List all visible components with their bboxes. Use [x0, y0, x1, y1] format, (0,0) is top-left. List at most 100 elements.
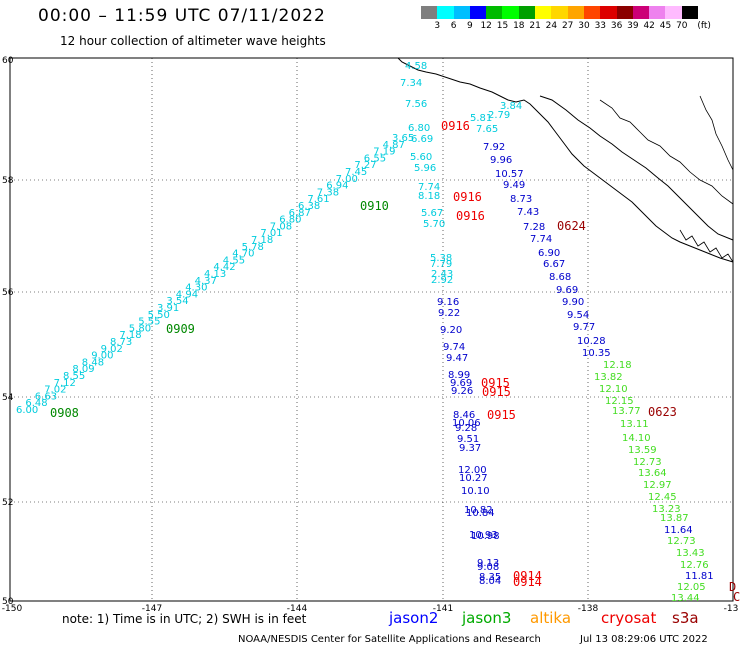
- observation-label: 7.38: [317, 187, 339, 198]
- observation-label: 10.35: [582, 348, 611, 359]
- legend-swatch: [535, 6, 552, 19]
- observation-label: 3.91: [157, 303, 179, 314]
- observation-label: 9.22: [438, 308, 460, 319]
- observation-label: 9.49: [503, 180, 525, 191]
- observations: 6.006.486.637.027.128.558.098.489.009.02…: [16, 61, 740, 604]
- observation-label: 6.80: [408, 123, 430, 134]
- legend-label: 18: [513, 21, 525, 31]
- legend-swatch: [632, 6, 650, 19]
- satellite-altika: altika: [530, 609, 572, 627]
- legend-swatch: [469, 6, 487, 19]
- observation-label: 8.18: [418, 191, 440, 202]
- observation-label: 9.26: [451, 386, 473, 397]
- observation-label: 0914: [513, 569, 542, 583]
- coastline: [397, 57, 734, 263]
- observation-label: 13.11: [620, 419, 649, 430]
- observation-label: 8.35: [479, 572, 501, 583]
- observation-label: 7.27: [354, 160, 376, 171]
- observation-label: 9.13: [477, 558, 499, 569]
- legend-swatch: [600, 6, 617, 19]
- observation-label: 0623: [648, 405, 677, 419]
- observation-label: 12.15: [605, 396, 634, 407]
- satellite-jason2: jason2: [389, 609, 439, 627]
- legend-label: 30: [578, 21, 590, 31]
- lat-tick-label: 52: [2, 498, 13, 508]
- coastline-main: [397, 57, 734, 263]
- observation-label: 3.84: [500, 101, 522, 112]
- observation-label: 8.04: [479, 576, 501, 587]
- satellite-jason3: jason3: [462, 609, 512, 627]
- observation-label: 9.28: [455, 423, 477, 434]
- observation-label: 5.78: [242, 242, 264, 253]
- observation-label: 7.18: [119, 330, 141, 341]
- observation-label: 7.43: [517, 207, 539, 218]
- lat-tick-label: 60: [2, 56, 14, 66]
- observation-label: 10.57: [495, 169, 524, 180]
- legend-swatch: [453, 6, 470, 19]
- observation-label: 10.27: [459, 473, 488, 484]
- observation-label: 7.00: [336, 174, 358, 185]
- observation-label: 4.55: [223, 255, 245, 266]
- observation-label: 5.81: [470, 113, 492, 124]
- footer-note: note: 1) Time is in UTC; 2) SWH is in fe…: [62, 612, 307, 626]
- lon-tick-label: -13: [724, 604, 739, 614]
- observation-label: 4.13: [204, 269, 226, 280]
- observation-label: 0908: [50, 406, 79, 420]
- observation-label: 9.08: [477, 562, 499, 573]
- legend-label: 12: [480, 21, 492, 31]
- observation-label: 5.96: [414, 163, 436, 174]
- legend-label: 24: [545, 21, 558, 31]
- observation-label: 8.99: [448, 370, 470, 381]
- lon-tick-label: -147: [142, 604, 162, 614]
- observation-label: 5.67: [421, 208, 443, 219]
- legend-swatch: [518, 6, 536, 19]
- observation-label: 6.38: [298, 201, 320, 212]
- legend-swatch: [437, 6, 454, 19]
- observation-label: 3.65: [392, 133, 414, 144]
- map-title: 00:00 – 11:59 UTC 07/11/2022: [38, 6, 326, 26]
- legend-swatch: [551, 6, 568, 19]
- axis-ticks: -150 -147 -144 -141 -138 -13 60 58 56 54 52 50: [2, 56, 739, 614]
- map-subtitle: 12 hour collection of altimeter wave hei…: [60, 34, 326, 48]
- observation-label: 9.00: [91, 351, 113, 362]
- observation-label: 0915: [482, 385, 511, 399]
- observation-label: 8.09: [72, 364, 94, 375]
- observation-label: 11.81: [685, 571, 714, 582]
- observation-label: 6.00: [16, 405, 38, 416]
- map-frame: [9, 57, 734, 602]
- legend-label: 70: [676, 21, 688, 31]
- observation-label: 2.79: [488, 110, 510, 121]
- observation-label: 7.56: [405, 99, 427, 110]
- observation-label: 2.92: [431, 275, 453, 286]
- observation-label: 14.10: [622, 433, 651, 444]
- observation-label: 11.64: [664, 525, 693, 536]
- observation-label: 7.18: [251, 235, 273, 246]
- coastline-islands: [699, 95, 734, 171]
- coastline-inland: [539, 95, 734, 241]
- observation-label: 9.77: [573, 322, 595, 333]
- observation-label: 9.02: [101, 344, 123, 355]
- observation-label: 8.73: [510, 194, 532, 205]
- legend-label: 21: [529, 21, 541, 31]
- observation-label: 12.97: [643, 480, 672, 491]
- credit-text: NOAA/NESDIS Center for Satellite Applica…: [238, 634, 541, 645]
- observation-label: 6.67: [543, 259, 565, 270]
- observation-label: 8.46: [453, 410, 475, 421]
- observation-label: 5.70: [423, 219, 445, 230]
- observation-label: 9.74: [443, 342, 465, 353]
- observation-label: 9.37: [459, 443, 481, 454]
- observation-label: 10.84: [466, 508, 495, 519]
- observation-label: 8.68: [549, 272, 571, 283]
- lon-tick-label: -144: [287, 604, 308, 614]
- observation-label: 7.65: [476, 124, 498, 135]
- legend-swatch: [567, 6, 584, 19]
- observation-label: 0624: [557, 219, 586, 233]
- observation-label: 9.69: [450, 378, 472, 389]
- observation-label: 5.38: [430, 253, 452, 264]
- observation-label: 3.54: [166, 296, 188, 307]
- observation-label: 12.45: [648, 492, 677, 503]
- observation-label: 9.51: [457, 434, 479, 445]
- observation-label: 9.90: [562, 297, 584, 308]
- observation-label: 8.55: [63, 371, 85, 382]
- observation-label: 9.96: [490, 155, 512, 166]
